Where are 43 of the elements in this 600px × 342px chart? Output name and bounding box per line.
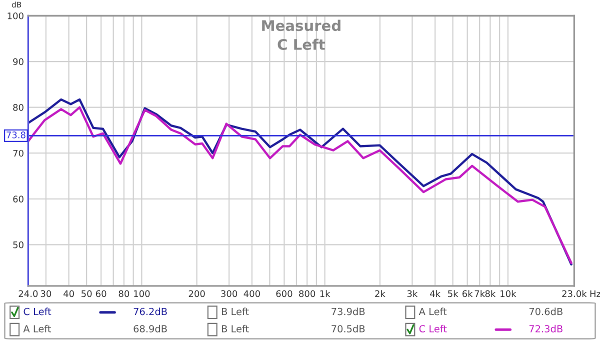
y-tick-label: 80 — [13, 104, 24, 111]
text: 76.2dB — [134, 308, 167, 316]
text: A Left — [23, 324, 51, 332]
ref-line-label: 73.8 — [6, 132, 26, 138]
text: 72.3dB — [529, 324, 562, 332]
x-tick-label: 800 — [299, 290, 316, 298]
y-tick-label: 50 — [13, 241, 24, 248]
x-tick-label: 4k — [430, 290, 441, 297]
x-tick-label: 6k — [462, 290, 473, 298]
x-tick-label: 100 — [134, 290, 150, 298]
text: C Left — [419, 324, 447, 332]
x-tick-label: 60 — [96, 290, 106, 298]
chart-title: Measured — [262, 20, 340, 32]
y-tick-label: 90 — [13, 58, 24, 66]
x-tick-label: 3k — [407, 290, 418, 298]
text: B Left — [222, 324, 249, 332]
y-tick-label: 70 — [13, 150, 24, 157]
x-tick-label: 10k — [500, 290, 516, 298]
x-tick-label: 2k — [375, 290, 386, 297]
x-tick-label: 8k — [485, 290, 496, 298]
x-tick-label: 80 — [118, 290, 130, 298]
text: 70.6dB — [529, 308, 562, 316]
y-tick-label: 100 — [8, 12, 24, 20]
x-tick-label: 1k — [320, 290, 330, 297]
x-tick-label: 400 — [244, 290, 260, 298]
x-tick-label: 40 — [64, 290, 74, 298]
x-tick-label: 200 — [188, 290, 205, 298]
text: 68.9dB — [134, 324, 167, 332]
text: C Left — [278, 38, 326, 50]
y-tick-label: 60 — [13, 196, 24, 202]
text: 73.9dB — [332, 308, 365, 316]
x-tick-label: 23.0k — [562, 290, 587, 298]
text: C Left — [24, 308, 52, 316]
x-tick-label: 50 — [82, 290, 92, 298]
text: B Left — [222, 308, 249, 316]
text: A Left — [418, 308, 447, 316]
x-tick-label: 30 — [40, 290, 52, 298]
x-tick-label: 24.0 — [18, 290, 38, 298]
x-tick-label: 300 — [221, 290, 238, 298]
x-tick-label: 7k — [474, 290, 486, 297]
x-tick-label: 5k — [448, 290, 458, 298]
text: 70.5dB — [332, 324, 365, 332]
x-tick-label: 600 — [276, 290, 292, 298]
